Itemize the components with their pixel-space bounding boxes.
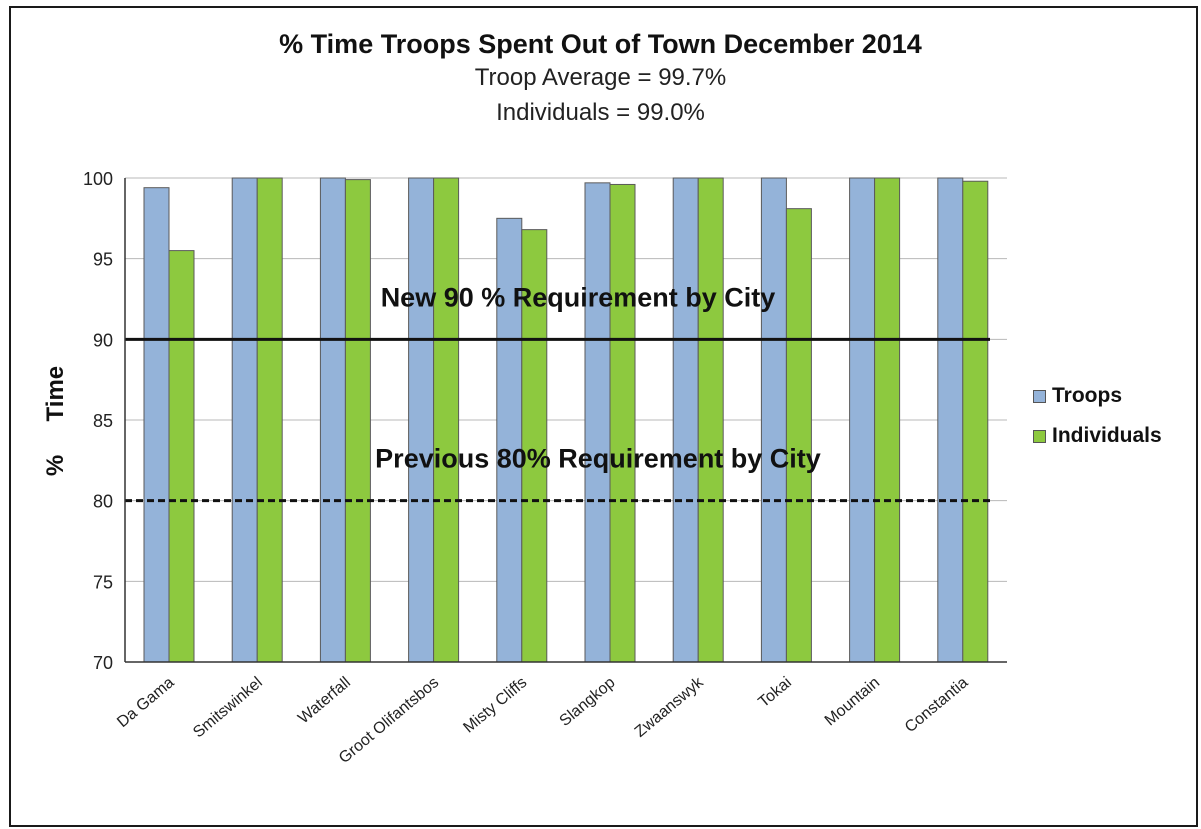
bar-individuals-zwaanswyk — [697, 177, 724, 663]
bar-individuals-constantia — [962, 180, 989, 663]
bar-troops-zwaanswyk — [672, 177, 699, 663]
y-tick-label: 95 — [93, 250, 113, 270]
reference-line-label-80: Previous 80% Requirement by City — [375, 444, 821, 474]
y-tick-label: 80 — [93, 492, 113, 512]
x-tick-label: Smitswinkel — [190, 674, 266, 741]
x-tick-label: Mountain — [822, 674, 883, 729]
bar-individuals-misty-cliffs — [521, 229, 548, 663]
bar-individuals-mountain — [874, 177, 901, 663]
bar-individuals-groot-olifantsbos — [433, 177, 460, 663]
bar-troops-da-gama — [143, 187, 170, 663]
bar-troops-tokai — [760, 177, 787, 663]
bar-individuals-smitswinkel — [256, 177, 283, 663]
x-tick-label: Waterfall — [295, 674, 354, 727]
bar-individuals-tokai — [785, 208, 812, 663]
legend-swatch-individuals — [1033, 429, 1046, 443]
x-tick-label: Slangkop — [557, 674, 619, 730]
y-tick-label: 70 — [93, 653, 113, 673]
x-tick-label: Constantia — [902, 674, 972, 736]
y-tick-label: 90 — [93, 330, 113, 350]
bars — [143, 177, 989, 663]
chart-subtitle-individuals: Individuals = 99.0% — [496, 99, 705, 126]
bar-troops-groot-olifantsbos — [408, 177, 435, 663]
bar-troops-constantia — [937, 177, 964, 663]
x-tick-label: Misty Cliffs — [460, 674, 530, 737]
chart-title: % Time Troops Spent Out of Town December… — [279, 29, 922, 59]
bar-troops-mountain — [849, 177, 876, 663]
legend-label-troops: Troops — [1052, 384, 1123, 407]
x-tick-label: Tokai — [755, 674, 795, 711]
bar-troops-smitswinkel — [231, 177, 258, 663]
legend-label-individuals: Individuals — [1052, 424, 1162, 447]
y-tick-label: 100 — [83, 169, 113, 189]
bar-individuals-da-gama — [168, 250, 195, 663]
bar-troops-slangkop — [584, 182, 611, 663]
y-tick-label: 75 — [93, 572, 113, 592]
reference-lines: New 90 % Requirement by City Previous 80%… — [125, 282, 990, 503]
reference-line-label-90: New 90 % Requirement by City — [381, 282, 776, 312]
legend-item-troops: Troops — [1033, 384, 1162, 408]
x-tick-label: Zwaanswyk — [632, 673, 708, 740]
y-tick-label: 85 — [93, 411, 113, 431]
legend-swatch-troops — [1033, 389, 1046, 403]
bar-individuals-waterfall — [344, 179, 371, 663]
legend: Troops Individuals — [1033, 384, 1162, 464]
bar-troops-waterfall — [319, 177, 346, 663]
bar-individuals-slangkop — [609, 183, 636, 663]
x-tick-label: Da Gama — [114, 674, 177, 731]
legend-item-individuals: Individuals — [1033, 424, 1162, 448]
chart-subtitle-troop-average: Troop Average = 99.7% — [474, 64, 727, 91]
